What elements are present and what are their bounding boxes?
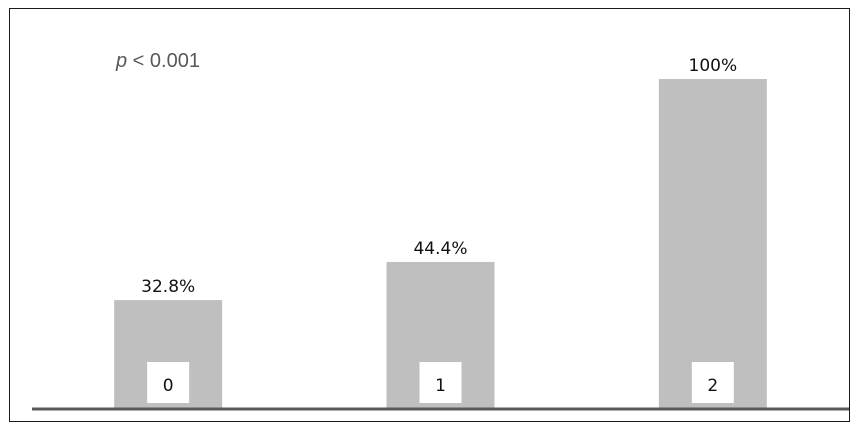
category-box-0 bbox=[147, 362, 190, 403]
category-label-0: 0 bbox=[163, 376, 174, 396]
category-label-1: 1 bbox=[435, 376, 446, 396]
category-box-2 bbox=[691, 362, 734, 403]
bar-2 bbox=[658, 79, 767, 408]
data-label-0: 32.8% bbox=[141, 277, 195, 297]
data-label-2: 100% bbox=[689, 56, 738, 76]
p-value-annotation: p < 0.001 bbox=[115, 50, 200, 72]
category-box-1 bbox=[419, 362, 462, 403]
p-value-symbol: p bbox=[115, 50, 127, 72]
data-label-1: 44.4% bbox=[413, 239, 467, 259]
p-value-text: < 0.001 bbox=[127, 50, 200, 72]
bars-group: 32.8% 0 44.4% 1 100% 2 bbox=[114, 56, 767, 408]
category-label-2: 2 bbox=[707, 376, 718, 396]
